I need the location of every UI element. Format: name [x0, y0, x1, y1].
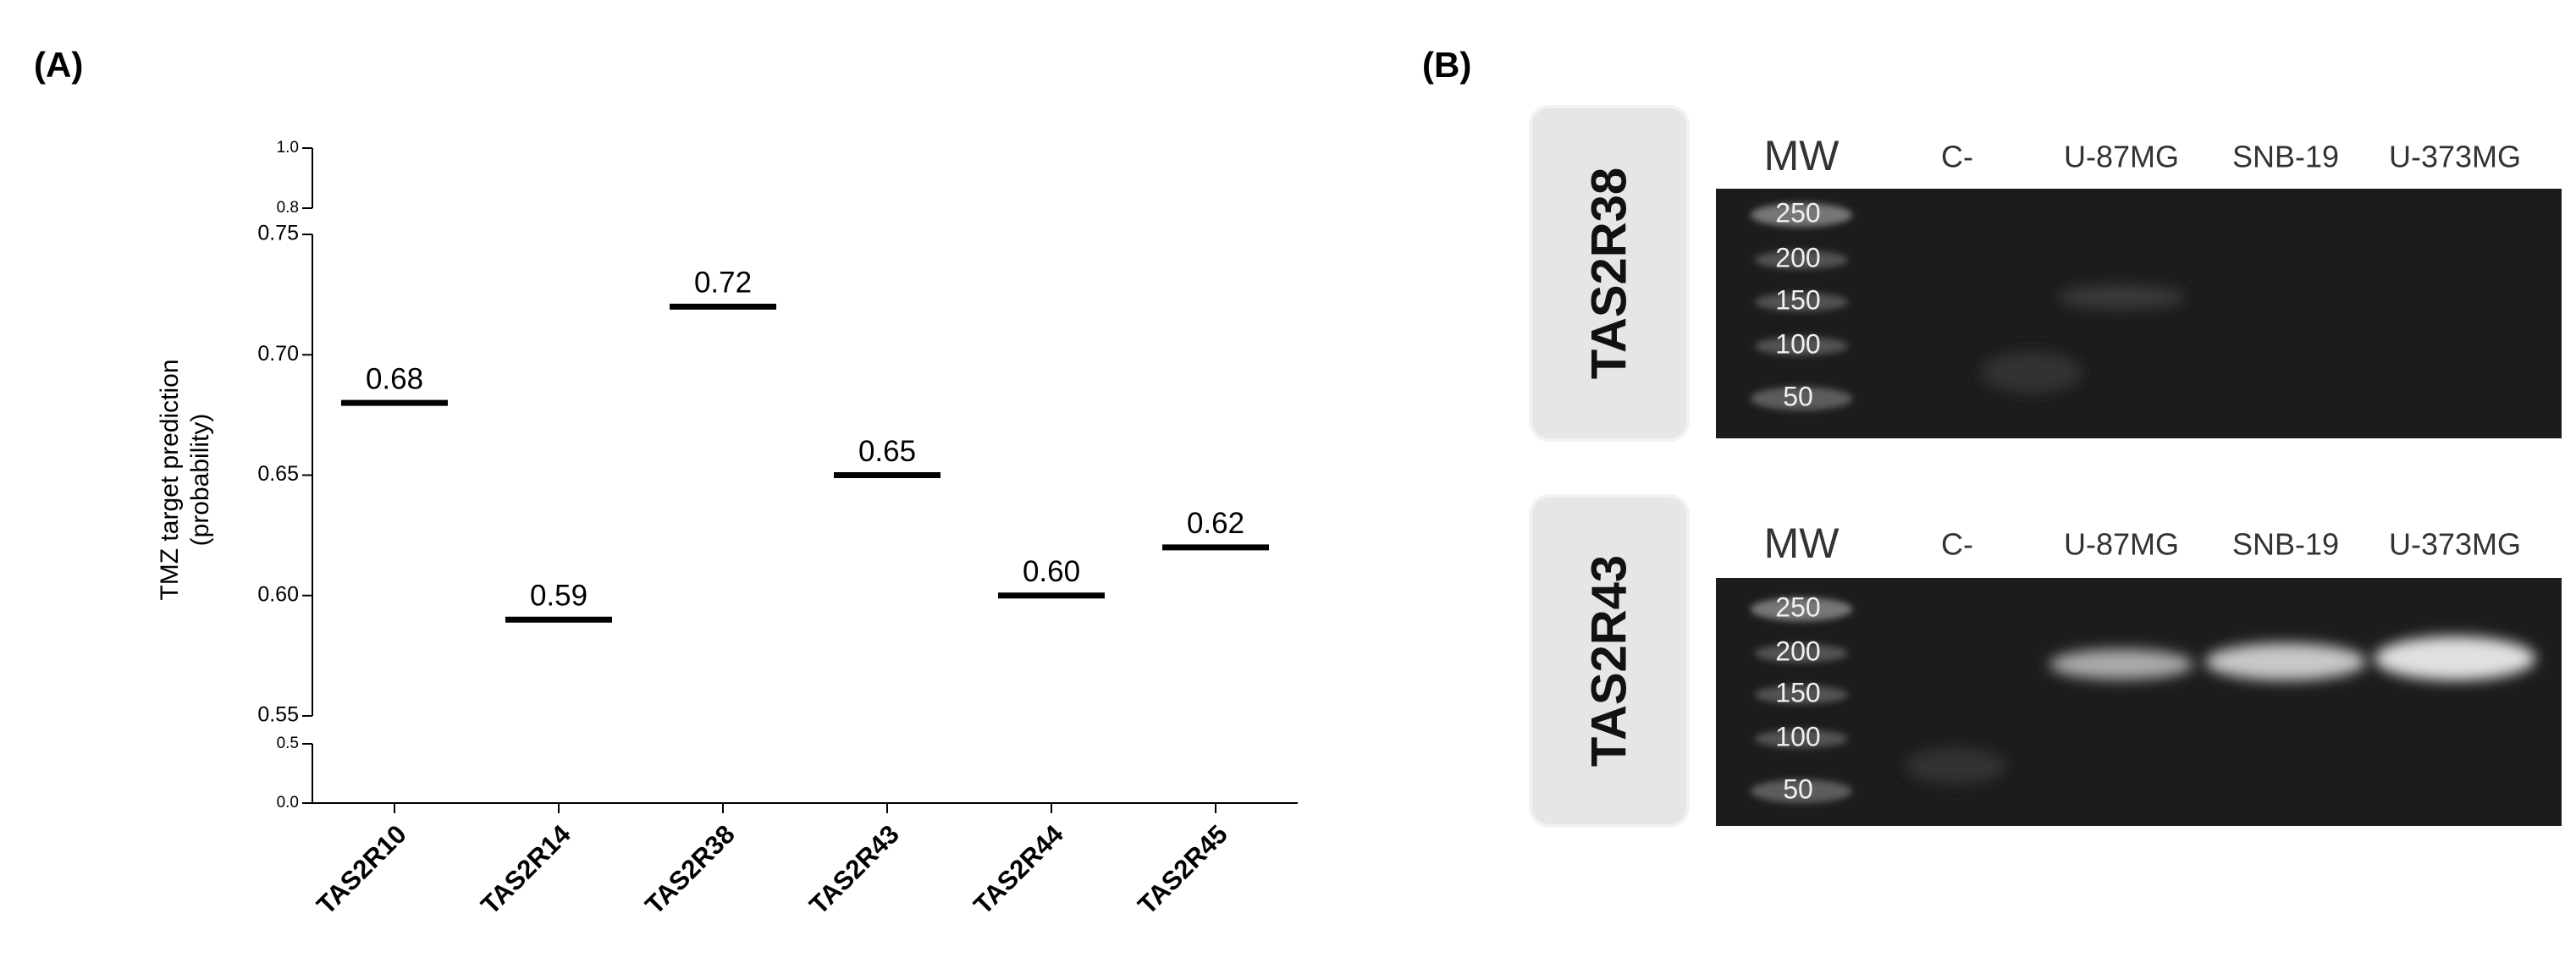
- y-tick-label: 0.70: [257, 342, 299, 366]
- y-tick-label: 0.60: [257, 582, 299, 606]
- ladder-label: 200: [1775, 636, 1820, 666]
- ladder-label: 250: [1775, 592, 1820, 622]
- gel-label-box: [1529, 494, 1690, 828]
- panel-label: (A): [34, 45, 83, 85]
- lane-label: MW: [1764, 520, 1840, 567]
- y-tick-label: 0.75: [257, 222, 299, 245]
- gel-image: [1716, 189, 2562, 438]
- lane-label: SNB-19: [2232, 140, 2339, 174]
- x-tick-label: TAS2R14: [475, 818, 576, 920]
- panel-label: (B): [1422, 45, 1471, 85]
- lane-label: SNB-19: [2232, 527, 2339, 562]
- lane-label: C-: [1941, 140, 1973, 174]
- gel-label-box: [1529, 105, 1690, 442]
- lane-label: U-373MG: [2389, 140, 2521, 174]
- y-tick-label: 0.8: [277, 199, 299, 217]
- gel-label: TAS2R38: [1581, 168, 1636, 379]
- x-tick-label: TAS2R43: [803, 819, 904, 920]
- value-label: 0.65: [858, 435, 916, 468]
- gel-smear: [1905, 747, 2006, 784]
- gel-smear: [1981, 351, 2082, 393]
- gel-band: [2049, 649, 2193, 680]
- value-label: 0.60: [1023, 555, 1080, 588]
- y-tick-label: 0.5: [277, 735, 299, 752]
- gel-band: [2205, 643, 2366, 680]
- x-tick-label: TAS2R38: [639, 819, 740, 920]
- value-label: 0.72: [694, 267, 752, 300]
- ladder-label: 200: [1775, 242, 1820, 272]
- lane-label: U-373MG: [2389, 527, 2521, 562]
- y-axis-label: TMZ target prediction (probability): [156, 359, 214, 600]
- gel-panel: TAS2R43 MW C- U-87MG SNB-19 U-373MG 250 200 150 1…: [1529, 494, 2562, 828]
- ladder-label: 150: [1775, 284, 1820, 315]
- lane-label: U-87MG: [2064, 527, 2179, 562]
- x-tick-label: TAS2R44: [968, 818, 1069, 920]
- ladder-label: 50: [1783, 773, 1813, 804]
- value-label: 0.68: [366, 362, 423, 395]
- ladder-label: 250: [1775, 197, 1820, 228]
- y-tick-label: 0.65: [257, 462, 299, 486]
- ladder-bands: [1751, 597, 1852, 803]
- ladder-bands: [1751, 203, 1852, 410]
- x-tick-label: TAS2R45: [1132, 819, 1233, 920]
- gel-image: [1716, 578, 2562, 826]
- lane-label: C-: [1941, 527, 1973, 562]
- y-axis-label-line: TMZ target prediction: [156, 359, 184, 600]
- ladder-label: 50: [1783, 381, 1813, 411]
- gel-label: TAS2R43: [1581, 555, 1636, 767]
- y-tick-label: 0.0: [277, 794, 299, 812]
- value-label: 0.62: [1187, 507, 1244, 540]
- y-tick-label: 0.55: [257, 703, 299, 727]
- ladder-label: 100: [1775, 328, 1820, 359]
- y-axis-label-line: (probability): [186, 414, 214, 547]
- ladder-label: 100: [1775, 721, 1820, 751]
- y-tick-label: 1.0: [277, 139, 299, 157]
- lane-label: MW: [1764, 132, 1840, 179]
- gel-band: [2375, 636, 2535, 680]
- gel-panel: TAS2R38 MW C- U-87MG SNB-19 U-373MG 250 200 150 1…: [1529, 105, 2562, 442]
- x-tick-label: TAS2R10: [311, 819, 411, 920]
- value-label: 0.59: [530, 579, 587, 612]
- lane-label: U-87MG: [2064, 140, 2179, 174]
- gel-band: [2058, 285, 2185, 309]
- ladder-label: 150: [1775, 677, 1820, 707]
